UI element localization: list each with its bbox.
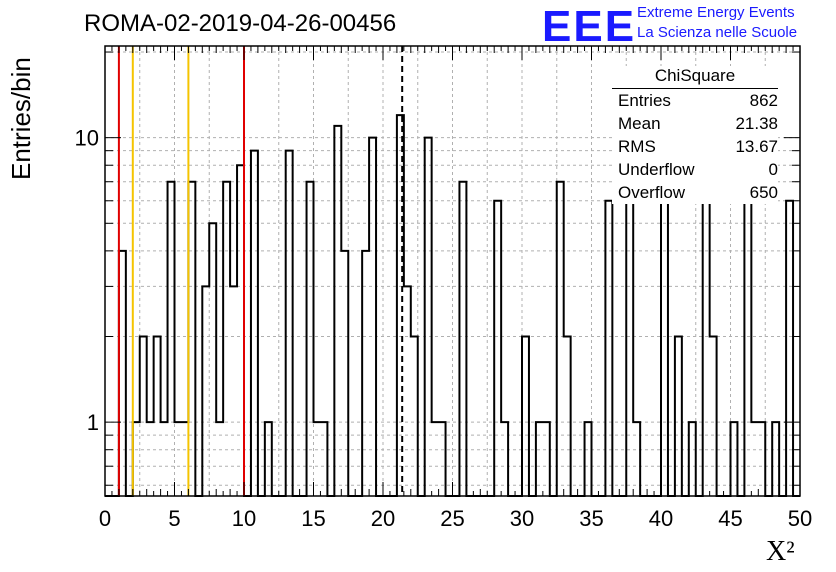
histogram-bin: [459, 182, 466, 496]
stats-value: 862: [749, 91, 778, 110]
stats-title: ChiSquare: [612, 66, 778, 89]
histogram-bin: [522, 337, 529, 496]
x-tick-label: 15: [301, 506, 325, 531]
x-tick-label: 45: [718, 506, 742, 531]
histogram-bin: [154, 337, 161, 496]
y-axis-label: Entries/bin: [6, 57, 36, 180]
histogram-bin: [202, 286, 209, 496]
stats-label: Underflow: [618, 160, 695, 179]
stats-value: 0: [768, 160, 778, 179]
stats-row-overflow: Overflow 650: [612, 181, 778, 204]
histogram-bin: [188, 182, 195, 496]
stats-label: Entries: [618, 91, 671, 110]
x-tick-label: 20: [371, 506, 395, 531]
x-tick-label: 35: [579, 506, 603, 531]
histogram-bin: [147, 422, 154, 496]
stats-box: ChiSquare Entries 862 Mean 21.38 RMS 13.…: [612, 66, 778, 204]
histogram-bin: [334, 126, 341, 496]
histogram-bin: [320, 422, 327, 496]
histogram-bin: [633, 422, 640, 496]
stats-label: Mean: [618, 114, 661, 133]
histogram-bin: [564, 337, 571, 496]
stats-value: 13.67: [735, 137, 778, 156]
histogram-bin: [237, 165, 244, 496]
histogram-bin: [689, 422, 696, 496]
histogram-bin: [536, 422, 543, 496]
histogram-bin: [543, 422, 550, 496]
histogram-bin: [758, 422, 765, 496]
histogram-bin: [286, 151, 293, 496]
histogram-bin: [703, 182, 710, 496]
x-tick-label: 0: [99, 506, 111, 531]
x-tick-label: 40: [649, 506, 673, 531]
histogram-bin: [411, 337, 418, 496]
stats-value: 21.38: [735, 114, 778, 133]
histogram-series: [105, 114, 800, 497]
histogram-bin: [314, 422, 321, 496]
histogram-bin: [494, 201, 501, 496]
stats-label: Overflow: [618, 183, 686, 202]
histogram-bin: [181, 422, 188, 496]
histogram-bin: [661, 201, 668, 496]
eee-logo: EEE: [542, 2, 637, 51]
stats-label: RMS: [618, 137, 656, 156]
histogram-bin: [710, 337, 717, 496]
brand-line-1: Extreme Energy Events: [637, 4, 795, 21]
histogram-bin: [786, 201, 793, 496]
histogram-bin: [501, 422, 508, 496]
histogram-bin: [751, 422, 758, 496]
x-tick-label: 30: [510, 506, 534, 531]
histogram-bin: [675, 337, 682, 496]
histogram-bin: [772, 422, 779, 496]
histogram-bin: [119, 251, 126, 496]
stats-row-rms: RMS 13.67: [612, 135, 778, 158]
histogram-bin: [404, 286, 411, 496]
histogram-bin: [626, 201, 633, 496]
histogram-bin: [585, 422, 592, 496]
histogram-bin: [168, 182, 175, 496]
stats-row-mean: Mean 21.38: [612, 112, 778, 135]
chart-title: ROMA-02-2019-04-26-00456: [84, 10, 397, 37]
x-tick-label: 50: [788, 506, 812, 531]
histogram-bin: [605, 201, 612, 496]
histogram-bin: [133, 422, 140, 496]
histogram-bin: [209, 223, 216, 496]
histogram-bin: [341, 251, 348, 496]
x-tick-label: 25: [440, 506, 464, 531]
stats-row-entries: Entries 862: [612, 89, 778, 112]
histogram-bin: [425, 138, 432, 496]
histogram-bin: [230, 286, 237, 496]
histogram-bin: [161, 422, 168, 496]
y-tick-label: 10: [75, 126, 99, 151]
x-tick-label: 5: [168, 506, 180, 531]
histogram-bin: [307, 182, 314, 496]
stats-value: 650: [749, 183, 778, 202]
y-tick-label: 1: [87, 410, 99, 435]
x-axis-label: X²: [766, 536, 795, 567]
histogram-bin: [439, 422, 446, 496]
histogram-bin: [557, 182, 564, 496]
histogram-bin: [251, 151, 258, 496]
x-tick-label: 10: [232, 506, 256, 531]
histogram-bin: [140, 337, 147, 496]
histogram-bin: [369, 138, 376, 496]
histogram-bin: [432, 422, 439, 496]
histogram-bin: [223, 182, 230, 496]
histogram-bin: [265, 422, 272, 496]
histogram-bin: [175, 422, 182, 496]
histogram-bin: [216, 422, 223, 496]
histogram-bin: [731, 422, 738, 496]
histogram-bin: [362, 251, 369, 496]
stats-row-underflow: Underflow 0: [612, 158, 778, 181]
brand-line-2: La Scienza nelle Scuole: [637, 24, 798, 41]
